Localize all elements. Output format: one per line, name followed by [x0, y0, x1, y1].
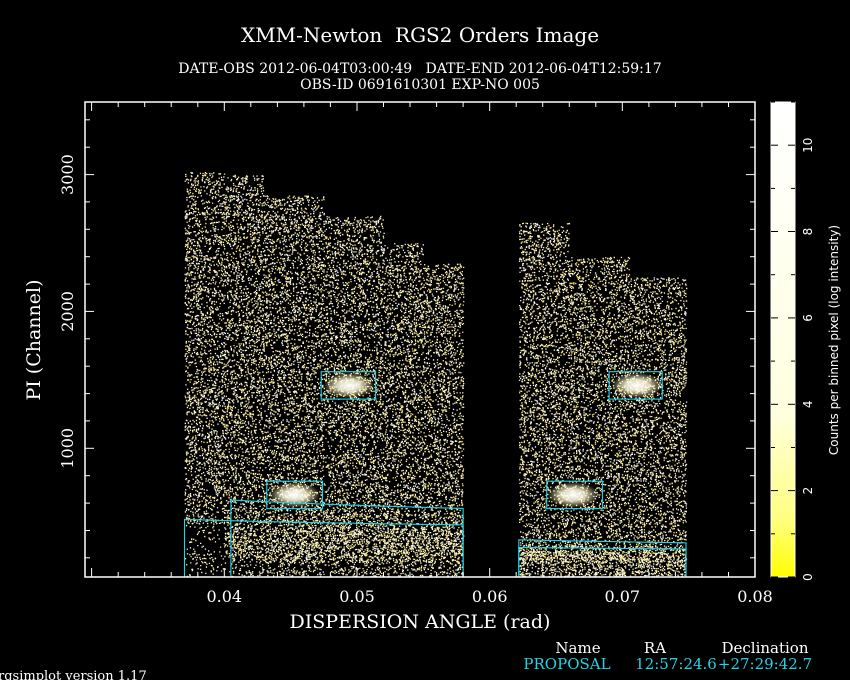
version-footer: rgsimplot version 1.17	[0, 669, 147, 680]
chart-subtitle-dates: DATE-OBS 2012-06-04T03:00:49 DATE-END 20…	[178, 61, 661, 77]
source-spot	[323, 372, 375, 399]
x-tick-label: 0.07	[604, 587, 640, 606]
colorbar-axis: 0 2 4 6 8 10	[771, 101, 815, 581]
y-axis: 1000 2000 3000	[58, 119, 755, 559]
source-table-header-ra: RA	[644, 639, 666, 657]
y-tick-label: 2000	[58, 291, 77, 332]
event-speckle	[184, 172, 688, 577]
colorbar-tick-label: 0	[801, 573, 815, 581]
source-table-name: PROPOSAL	[523, 655, 610, 673]
order-region	[230, 499, 464, 577]
source-box	[320, 371, 377, 400]
order-region	[518, 539, 687, 577]
chart-subtitle-obsid: OBS-ID 0691610301 EXP-NO 005	[300, 77, 540, 93]
source-table-dec: +27:29:42.7	[718, 655, 812, 673]
x-tick-label: 0.05	[339, 587, 375, 606]
chart-title: XMM-Newton RGS2 Orders Image	[241, 23, 599, 47]
plot-area	[183, 171, 688, 577]
x-tick-label: 0.06	[472, 587, 508, 606]
y-tick-label: 3000	[58, 154, 77, 195]
source-table-ra: 12:57:24.6	[635, 655, 717, 673]
source-spot	[268, 481, 321, 508]
colorbar-tick-label: 8	[801, 228, 815, 236]
colorbar	[770, 101, 796, 578]
source-table-header-dec: Declination	[721, 639, 808, 657]
source-box	[266, 480, 324, 510]
order-region	[183, 518, 464, 577]
y-axis-label: PI (Channel)	[23, 279, 45, 400]
source-table-header-name: Name	[555, 639, 600, 657]
plot-frame	[84, 101, 756, 578]
source-spot	[547, 481, 600, 508]
x-tick-label: 0.04	[206, 587, 242, 606]
y-tick-label: 1000	[58, 428, 77, 469]
x-tick-label: 0.08	[737, 587, 773, 606]
event-speckle	[184, 171, 688, 577]
event-speckle	[184, 172, 688, 577]
source-boxes	[266, 371, 663, 510]
x-axis: 0.04 0.05 0.06 0.07 0.08	[91, 102, 773, 606]
source-spots	[268, 372, 663, 508]
order-extraction-regions	[183, 499, 687, 577]
colorbar-tick-label: 2	[801, 487, 815, 495]
x-axis-label: DISPERSION ANGLE (rad)	[290, 611, 551, 633]
event-points	[184, 171, 688, 577]
source-box	[608, 371, 663, 400]
colorbar-tick-label: 4	[801, 400, 815, 408]
source-table: Name RA Declination PROPOSAL 12:57:24.6 …	[523, 639, 812, 673]
order-region	[518, 546, 687, 577]
source-box	[546, 480, 603, 510]
colorbar-label: Counts per binned pixel (log intensity)	[827, 225, 841, 455]
colorbar-tick-label: 10	[801, 138, 815, 153]
source-spot	[610, 372, 663, 399]
colorbar-tick-label: 6	[801, 314, 815, 322]
